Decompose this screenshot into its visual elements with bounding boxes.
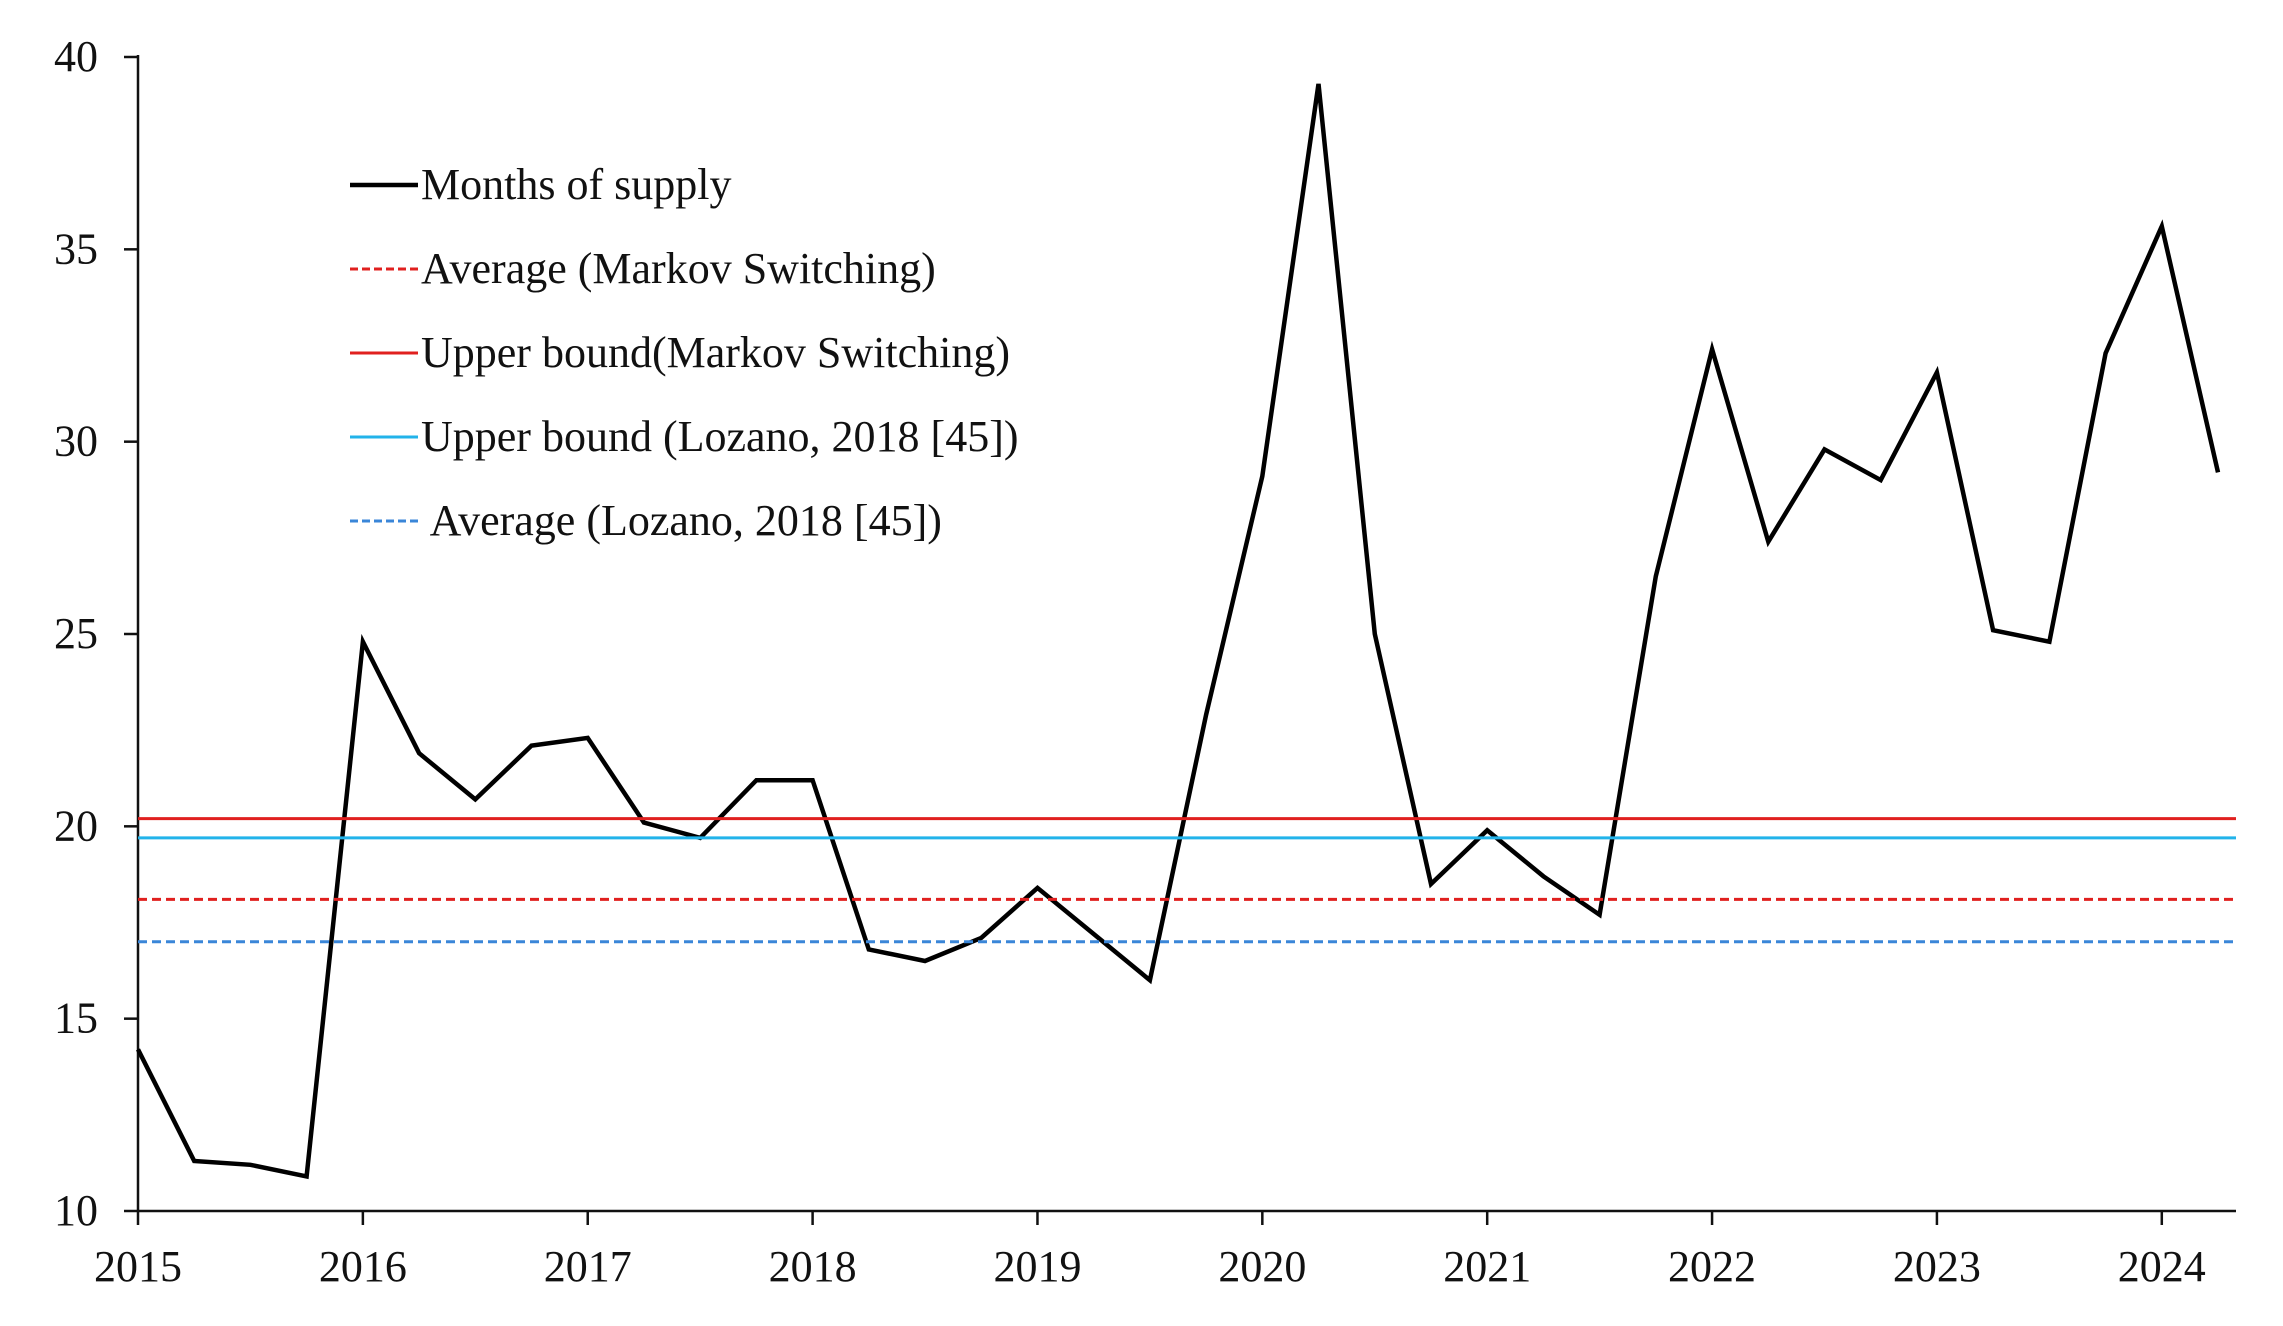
- x-tick-label: 2022: [1668, 1242, 1756, 1291]
- chart-legend: Months of supply Average (Markov Switchin…: [350, 160, 1019, 545]
- chart-axes: [136, 55, 2236, 1213]
- x-tick-label: 2016: [319, 1242, 407, 1291]
- legend-label-months-of-supply: Months of supply: [421, 160, 731, 209]
- x-tick-label: 2015: [94, 1242, 182, 1291]
- series-line-months-of-supply: [135, 83, 2221, 1180]
- x-tick-label: 2024: [2118, 1242, 2206, 1291]
- x-tick-label: 2021: [1443, 1242, 1531, 1291]
- legend-label-average-lozano-2018-45: Average (Lozano, 2018 [45]): [421, 496, 942, 545]
- legend-label-average-markov-switching: Average (Markov Switching): [421, 244, 936, 293]
- y-tick-label: 35: [54, 224, 98, 273]
- x-tick-label: 2019: [993, 1242, 1081, 1291]
- x-tick-label: 2023: [1893, 1242, 1981, 1291]
- y-tick-label: 25: [54, 609, 98, 658]
- x-tick-label: 2018: [769, 1242, 857, 1291]
- chart-ticks: 10 15 20 25 30 35 40 2015 2016 2017 2018 2019 2020 20…: [54, 32, 2206, 1291]
- chart-series: [135, 83, 2236, 1180]
- y-tick-label: 10: [54, 1186, 98, 1235]
- y-tick-label: 40: [54, 32, 98, 81]
- x-tick-label: 2020: [1218, 1242, 1306, 1291]
- x-tick-label: 2017: [544, 1242, 632, 1291]
- y-tick-label: 15: [54, 994, 98, 1043]
- legend-label-upper-bound-lozano-2018-45: Upper bound (Lozano, 2018 [45]): [421, 412, 1019, 461]
- legend-label-upper-bound-markov-switching: Upper bound(Markov Switching): [421, 328, 1010, 377]
- y-tick-label: 30: [54, 417, 98, 466]
- y-tick-label: 20: [54, 801, 98, 850]
